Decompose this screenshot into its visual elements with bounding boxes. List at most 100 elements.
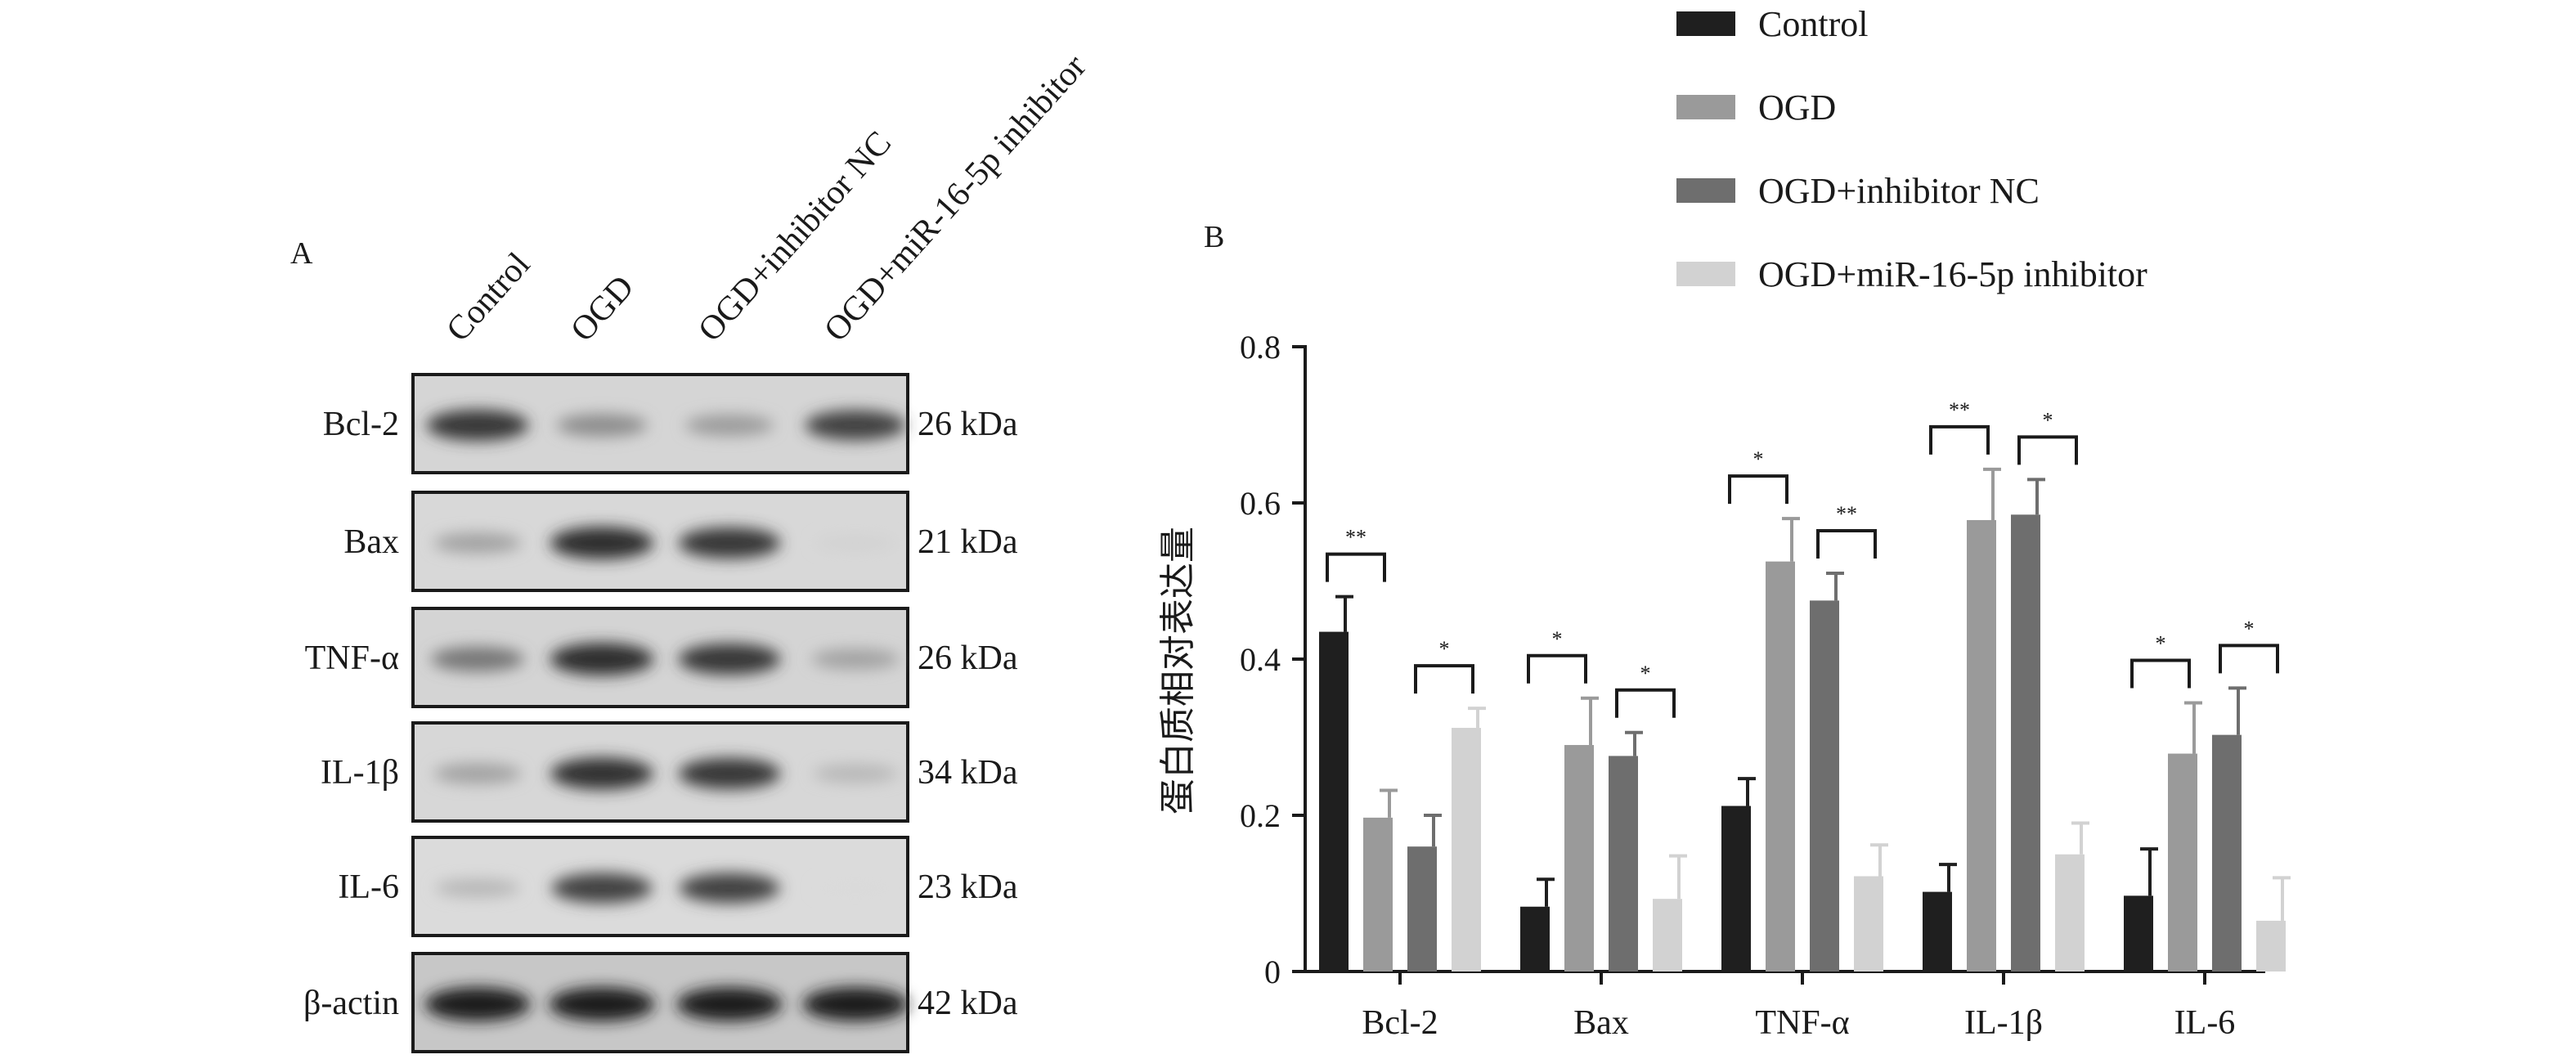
blot-row-label: IL-6	[338, 868, 399, 906]
blot-row-label: IL-1β	[321, 754, 399, 792]
legend-label: OGD+miR-16-5p inhibitor	[1758, 254, 2147, 294]
bar-ogd-mir-16-5p-inhibitor-il-1	[2055, 854, 2085, 971]
blot-band	[433, 532, 522, 554]
blot-kda-label: 21 kDa	[918, 523, 1018, 561]
bars	[1319, 467, 2291, 971]
y-axis: 0 0.2 0.4 0.6 0.8	[1240, 329, 1307, 990]
bar-ogd-mir-16-5p-inhibitor-bcl-2	[1452, 728, 1481, 971]
y-tick-label: 0.6	[1240, 485, 1281, 522]
x-tick-label-il-6: IL-6	[2174, 1004, 2236, 1042]
significance-bracket: *	[1414, 637, 1474, 694]
legend-item-ogd-mir-16-5p-inhibitor: OGD+miR-16-5p inhibitor	[1676, 254, 2147, 294]
legend-swatch	[1676, 95, 1735, 119]
panel-b-label: B	[1204, 220, 1224, 254]
lane-label-ogd: OGD	[563, 268, 641, 348]
blot-band	[550, 527, 654, 559]
bracket-line	[1414, 664, 1474, 694]
legend-label: OGD+inhibitor NC	[1758, 171, 2040, 211]
legend-item-control: Control	[1676, 4, 1868, 44]
bar-ogd-il-6	[2168, 753, 2197, 971]
blot-kda-label: 23 kDa	[918, 868, 1018, 906]
lane-labels: Control OGD OGD+inhibitor NCOGD+miR-16-5p …	[439, 47, 1093, 348]
blot-band	[550, 757, 653, 790]
x-tick-label-bax: Bax	[1573, 1004, 1629, 1042]
y-tick-label: 0	[1264, 954, 1281, 990]
bar-ogd-tnf	[1766, 561, 1795, 971]
x-tick-label-bcl-2: Bcl-2	[1362, 1004, 1438, 1042]
significance-label: *	[1640, 662, 1651, 685]
bracket-line	[1326, 552, 1386, 582]
blot-band	[424, 987, 531, 1021]
bar-control-il-6	[2124, 895, 2153, 971]
blot-band	[678, 527, 781, 559]
significance-bracket: *	[2130, 631, 2191, 689]
blot-row-tnf: TNF-α 26 kDa	[305, 607, 1018, 708]
lane-label-control: Control	[439, 246, 537, 349]
bracket-line	[2219, 644, 2279, 674]
y-tick-label: 0.2	[1240, 797, 1281, 834]
bar-control-il-1	[1923, 891, 1952, 971]
bar-ogd-mir-16-5p-inhibitor-il-6	[2256, 920, 2286, 971]
bracket-line	[1728, 474, 1788, 505]
blot-band	[550, 643, 654, 675]
blot-kda-label: 26 kDa	[918, 639, 1018, 677]
significance-label: **	[1345, 526, 1367, 550]
significance-bracket: *	[2219, 617, 2279, 674]
blot-band	[556, 414, 648, 437]
blot-row-label: Bcl-2	[323, 406, 399, 443]
significance-label: *	[2043, 408, 2053, 432]
bar-ogd-inhibitor-nc-tnf	[1810, 600, 1839, 971]
blot-row-il-6: IL-6 23 kDa	[338, 836, 1018, 937]
x-tick-label-il-1: IL-1β	[1964, 1004, 2043, 1042]
legend-label: Control	[1758, 4, 1868, 44]
blot-band	[679, 873, 780, 904]
bar-control-tnf	[1721, 805, 1751, 971]
bar-chart-panel: B Control OGD OGD+inhibitor NC OGD+miR-16-5…	[1157, 4, 2291, 1042]
bar-ogd-inhibitor-nc-bax	[1609, 756, 1638, 971]
blot-row-bax: Bax 21 kDa	[343, 491, 1018, 592]
blot-band	[802, 987, 909, 1021]
bar-ogd-inhibitor-nc-il-1	[2011, 514, 2040, 971]
bar-ogd-mir-16-5p-inhibitor-tnf	[1854, 876, 1883, 971]
blot-row-label: TNF-α	[305, 639, 399, 677]
blot-band	[435, 878, 520, 898]
blot-rows: Bcl-2 26 kDa Bax 21 kDa TNF-α 26 kDa IL-1β 34 k…	[303, 373, 1018, 1053]
blot-row-label: β-actin	[303, 985, 399, 1022]
bracket-line	[1929, 424, 1990, 455]
significance-bracket: **	[1326, 526, 1386, 582]
significance-label: *	[2244, 617, 2255, 640]
blot-band	[433, 763, 522, 784]
x-axis: Bcl-2 Bax TNF-α IL-1β IL-6	[1305, 970, 2265, 1042]
blot-row-il-1: IL-1β 34 kDa	[321, 721, 1018, 823]
legend-item-ogd: OGD	[1676, 88, 1836, 128]
legend-swatch	[1676, 178, 1735, 203]
bar-control-bax	[1520, 906, 1550, 971]
significance-bracket: *	[1615, 662, 1676, 718]
bracket-line	[1816, 528, 1877, 559]
blot-row-actin: β-actin 42 kDa	[303, 952, 1018, 1053]
significance-bracket: *	[1527, 627, 1587, 684]
blot-row-bcl-2: Bcl-2 26 kDa	[323, 373, 1018, 474]
bracket-line	[2017, 435, 2078, 465]
legend-label: OGD	[1758, 88, 1836, 128]
blot-band	[549, 987, 655, 1021]
significance-brackets: *** ******* ***	[1326, 398, 2279, 718]
blot-band	[811, 648, 900, 670]
significance-bracket: **	[1929, 398, 1990, 455]
blot-kda-label: 42 kDa	[918, 985, 1018, 1022]
bracket-line	[1527, 653, 1587, 684]
blot-band	[676, 987, 783, 1021]
chart-legend: Control OGD OGD+inhibitor NC OGD+miR-16-5p …	[1676, 4, 2147, 294]
bar-ogd-bcl-2	[1363, 817, 1393, 971]
significance-label: **	[1836, 502, 1857, 526]
legend-swatch	[1676, 11, 1735, 36]
blot-band	[813, 764, 898, 783]
bar-ogd-inhibitor-nc-il-6	[2212, 734, 2242, 971]
blot-band	[805, 410, 906, 441]
blot-band	[430, 646, 525, 672]
blot-band	[684, 415, 774, 436]
blot-band	[815, 880, 895, 896]
lane-label-ogd-mir-16-5p-inhibitor: OGD+miR-16-5p inhibitor	[817, 47, 1093, 348]
significance-bracket: **	[1816, 502, 1877, 559]
bar-ogd-mir-16-5p-inhibitor-bax	[1653, 899, 1682, 971]
